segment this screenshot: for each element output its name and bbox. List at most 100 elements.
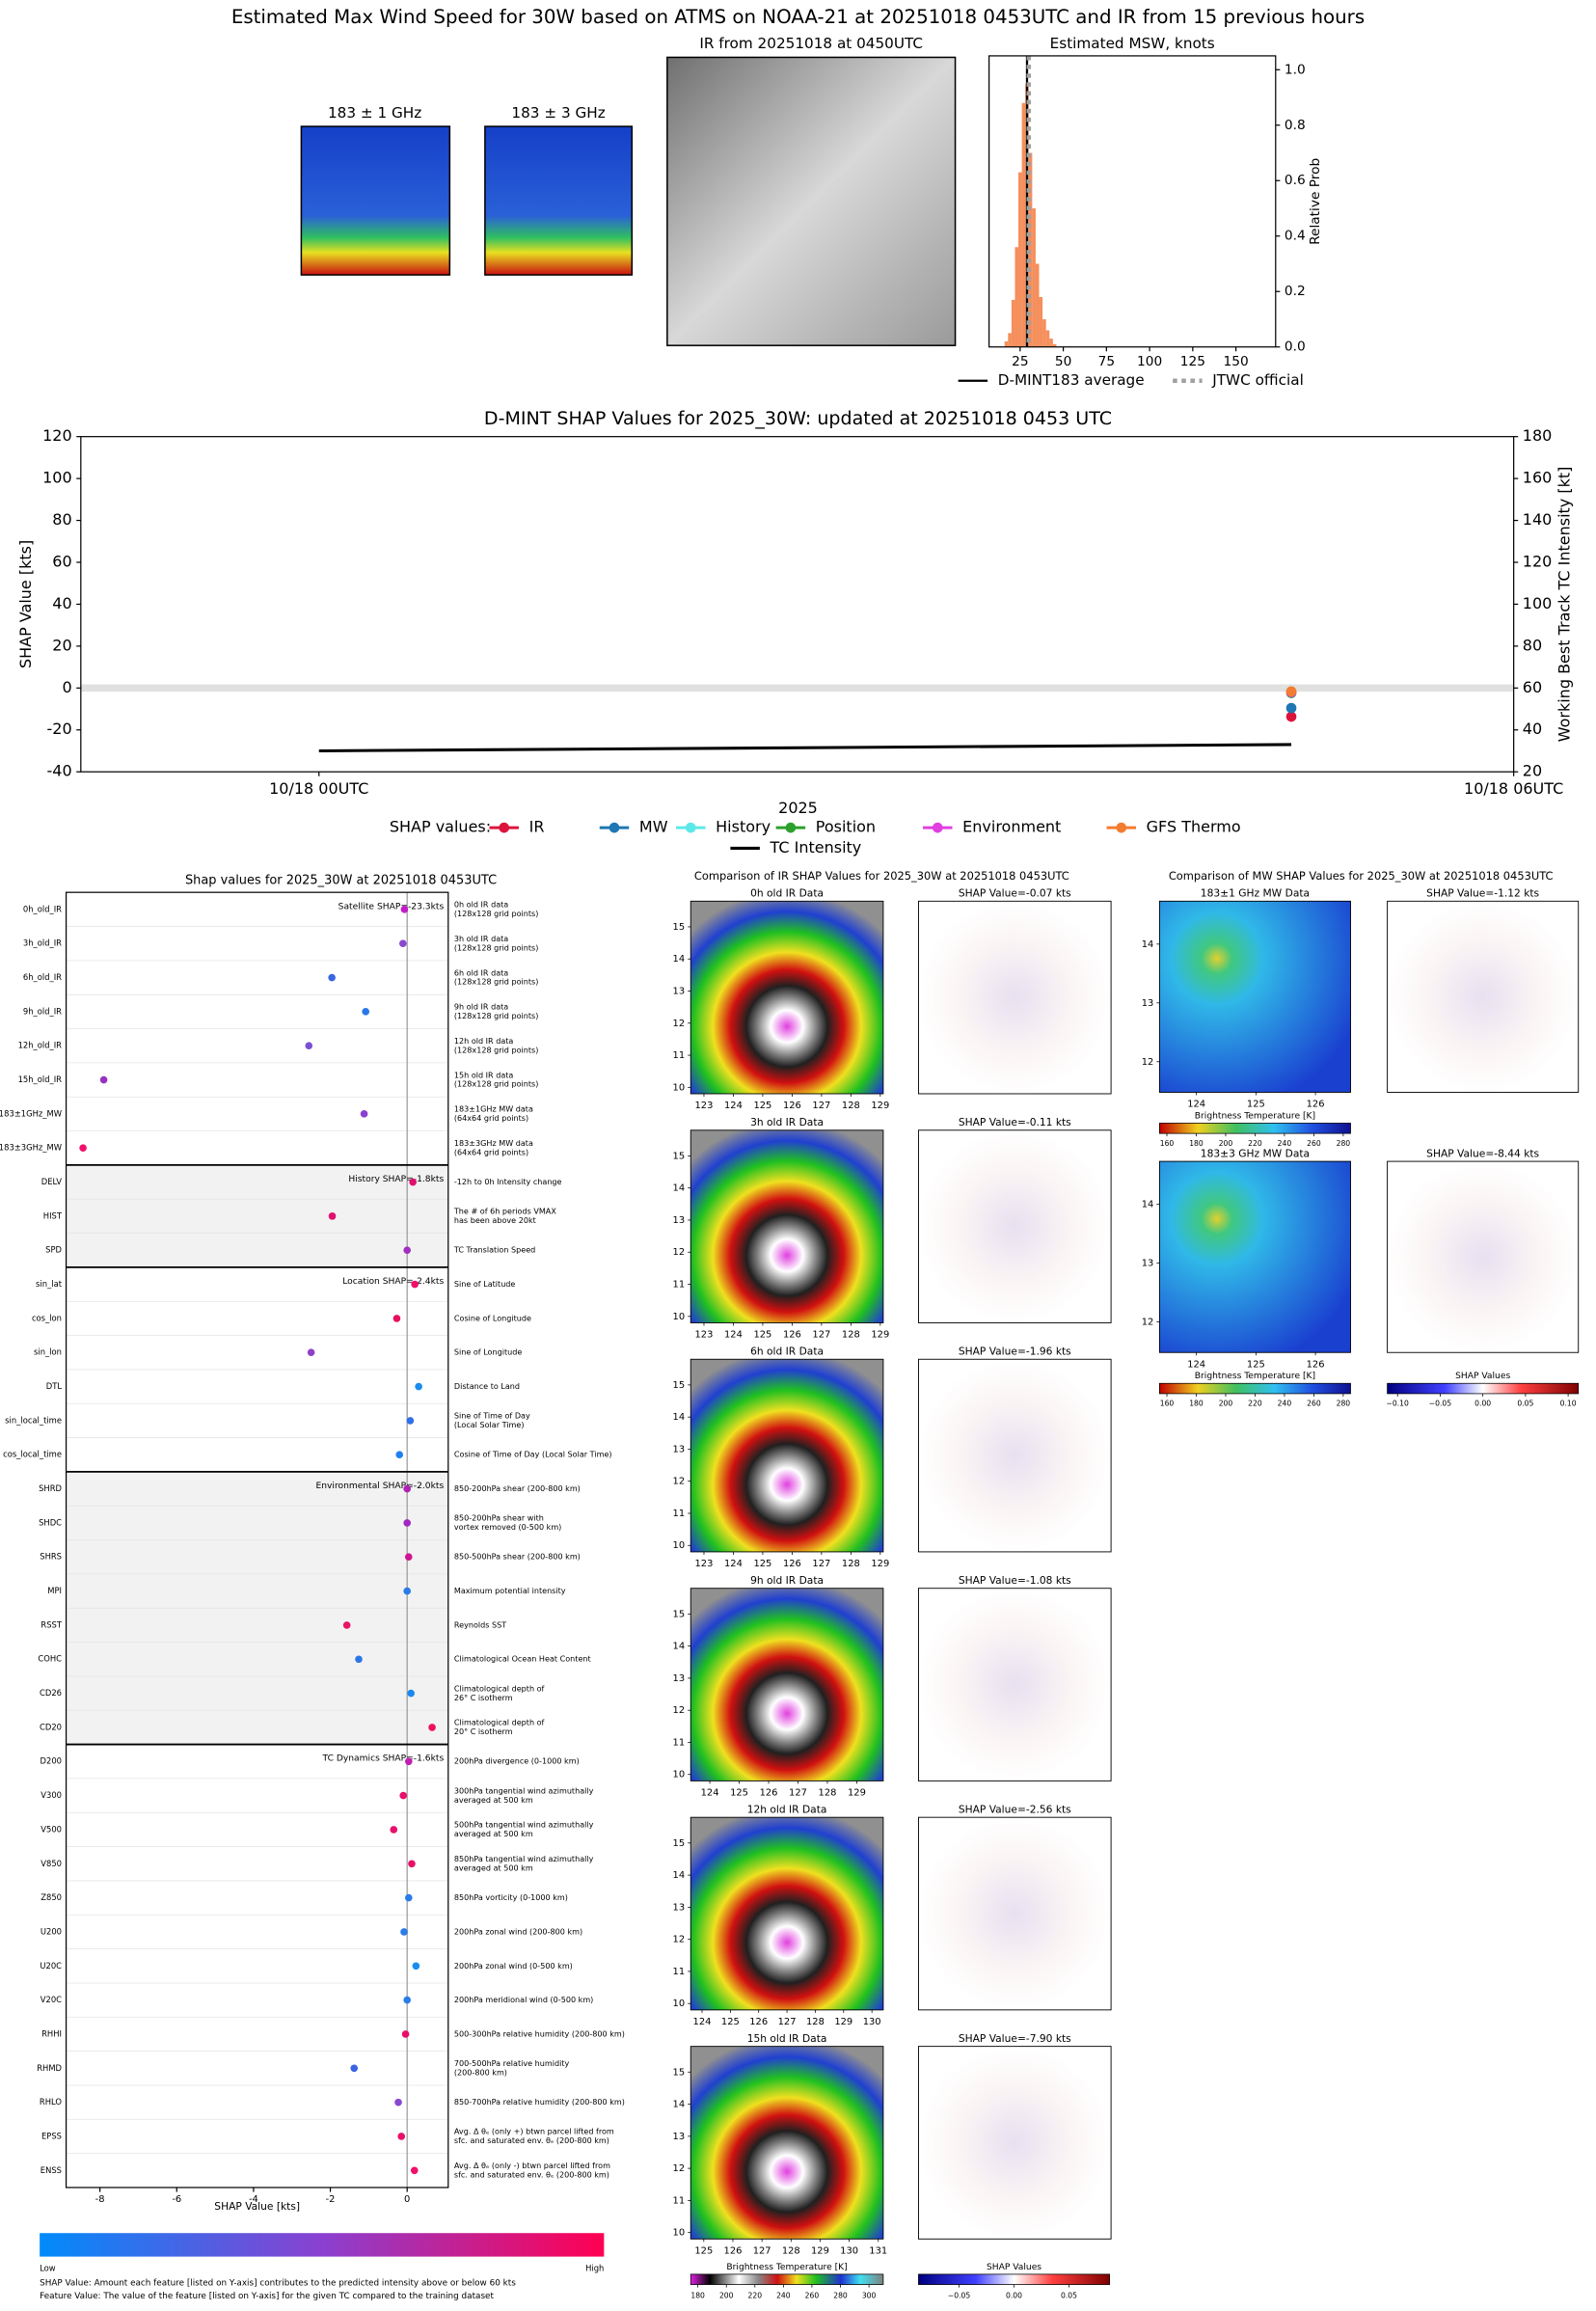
feature-description: sfc. and saturated env. θₑ (200-800 km) [454, 2136, 609, 2145]
lat-tick-label: 15 [673, 922, 686, 933]
shap-dot [404, 1893, 413, 1902]
footnote: Feature Value: The value of the feature … [40, 2292, 494, 2301]
lon-tick-label: 128 [842, 1101, 860, 1111]
shap-dot [403, 1587, 412, 1595]
feature-label: DTL [46, 1381, 63, 1391]
panel-title: 6h old IR Data [750, 1346, 824, 1358]
group-label: TC Dynamics SHAP=-1.6kts [322, 1754, 445, 1764]
shap-dot [399, 939, 407, 947]
colorbar-tick-label: 0.05 [1061, 2292, 1077, 2300]
feature-label: RSST [41, 1619, 62, 1629]
y2-tick-label: 80 [1523, 636, 1542, 654]
colorbar-title: Brightness Temperature [K] [1195, 1111, 1315, 1121]
feature-description: (200-800 km) [454, 2069, 507, 2078]
feature-description: (128x128 grid points) [454, 1046, 539, 1054]
shap-point [1285, 711, 1297, 722]
shap-dot [408, 1860, 416, 1868]
satellite-image [690, 1358, 884, 1553]
lat-tick-label: 13 [1142, 998, 1154, 1009]
lat-tick-label: 14 [673, 1412, 686, 1423]
lon-tick-label: 123 [695, 1330, 714, 1341]
colorbar-tick-label: 260 [805, 2292, 820, 2300]
shap-dot [360, 1110, 368, 1118]
feature-description: 500-300hPa relative humidity (200-800 km… [454, 2029, 625, 2038]
lon-tick-label: 129 [811, 2246, 829, 2257]
shap-dot [403, 1246, 412, 1255]
feature-description: averaged at 500 km [454, 1830, 533, 1838]
shap-dot [412, 1962, 420, 1971]
feature-description: 0h old IR data [454, 901, 508, 910]
chart-title: Estimated MSW, knots [1050, 35, 1215, 52]
lon-tick-label: 128 [819, 1788, 837, 1799]
lon-tick-label: 130 [840, 2246, 858, 2257]
colorbar-label: Low [40, 2263, 56, 2272]
lat-tick-label: 11 [673, 1737, 686, 1748]
feature-label: 6h_old_IR [23, 972, 62, 982]
legend-label: IR [529, 818, 545, 836]
legend-label: D-MINT183 average [998, 371, 1145, 389]
feature-description: (128x128 grid points) [454, 943, 539, 952]
satellite-image [690, 1588, 884, 1781]
feature-description: Avg. Δ θₑ (only -) btwn parcel lifted fr… [454, 2161, 610, 2170]
satellite-image [690, 900, 884, 1095]
y-tick-label: 0.2 [1285, 284, 1306, 299]
hist-bar [1042, 318, 1046, 347]
lon-tick-label: 125 [753, 1559, 771, 1569]
colorbar-tick-label: 180 [1189, 1139, 1204, 1148]
colorbar-tick-label: 280 [1337, 1400, 1351, 1408]
lon-tick-label: 126 [1307, 1359, 1325, 1370]
hist-bar [1052, 343, 1057, 347]
feature-description: (Local Solar Time) [454, 1421, 525, 1429]
legend-marker [609, 822, 620, 833]
colorbar-tick-label: −0.05 [1429, 1400, 1451, 1408]
satellite-image [1158, 900, 1351, 1093]
feature-description: -12h to 0h Intensity change [454, 1178, 562, 1186]
legend-label: GFS Thermo [1147, 818, 1241, 836]
lat-tick-label: 12 [673, 1477, 686, 1487]
feature-description: 850-200hPa shear (200-800 km) [454, 1484, 581, 1493]
feature-description: sfc. and saturated env. θₑ (200-800 km) [454, 2171, 609, 2180]
colorbar-tick-label: −0.10 [1387, 1400, 1409, 1408]
legend-label: TC Intensity [770, 838, 862, 856]
panel-title: 9h old IR Data [750, 1574, 824, 1587]
feature-description: 15h old IR data [454, 1071, 514, 1079]
x-tick-label: 100 [1137, 354, 1162, 369]
lon-tick-label: 124 [701, 1788, 719, 1799]
legend-label: MW [639, 818, 668, 836]
shap-dot [307, 1348, 315, 1357]
feature-label: 3h_old_IR [23, 938, 62, 948]
shap-dot [428, 1724, 436, 1731]
image-title: 183 ± 3 GHz [511, 104, 605, 122]
feature-label: V850 [41, 1859, 62, 1868]
plot-frame [65, 891, 449, 2189]
feature-description: 200hPa zonal wind (200-800 km) [454, 1927, 582, 1936]
colorbar-tick-label: 280 [833, 2292, 848, 2300]
shap-dot [392, 1315, 401, 1322]
lon-tick-label: 125 [721, 2017, 740, 2027]
lat-tick-label: 13 [673, 1444, 686, 1455]
x-tick-label: -8 [95, 2194, 105, 2205]
lat-tick-label: 11 [673, 2195, 686, 2206]
hist-bar [1035, 263, 1040, 347]
colorbar-tick-label: 220 [748, 2292, 763, 2300]
lat-tick-label: 10 [673, 1540, 686, 1551]
y-tick-label: 0.8 [1285, 118, 1306, 133]
y-tick-label: 120 [42, 426, 72, 445]
feature-description: 200hPa meridional wind (0-500 km) [454, 1996, 593, 2004]
shap-dot [399, 1791, 408, 1800]
satellite-image [690, 1129, 884, 1323]
feature-description: (128x128 grid points) [454, 910, 539, 918]
lat-tick-label: 11 [673, 1280, 686, 1291]
intensity-line [318, 743, 1292, 752]
satellite-image [690, 2046, 884, 2240]
feature-description: Cosine of Longitude [454, 1314, 531, 1322]
section-title: Comparison of IR SHAP Values for 2025_30… [694, 869, 1069, 883]
chart-title: D-MINT SHAP Values for 2025_30W: updated… [484, 408, 1112, 429]
feature-description: The # of 6h periods VMAX [453, 1208, 556, 1216]
group-label: Location SHAP=-2.4kts [342, 1277, 444, 1287]
feature-label: RHMD [37, 2063, 62, 2073]
colorbar-tick-label: 240 [1278, 1139, 1292, 1148]
lat-tick-label: 13 [673, 2132, 686, 2142]
feature-description: Distance to Land [454, 1382, 520, 1391]
feature-label: V20C [41, 1995, 62, 2004]
